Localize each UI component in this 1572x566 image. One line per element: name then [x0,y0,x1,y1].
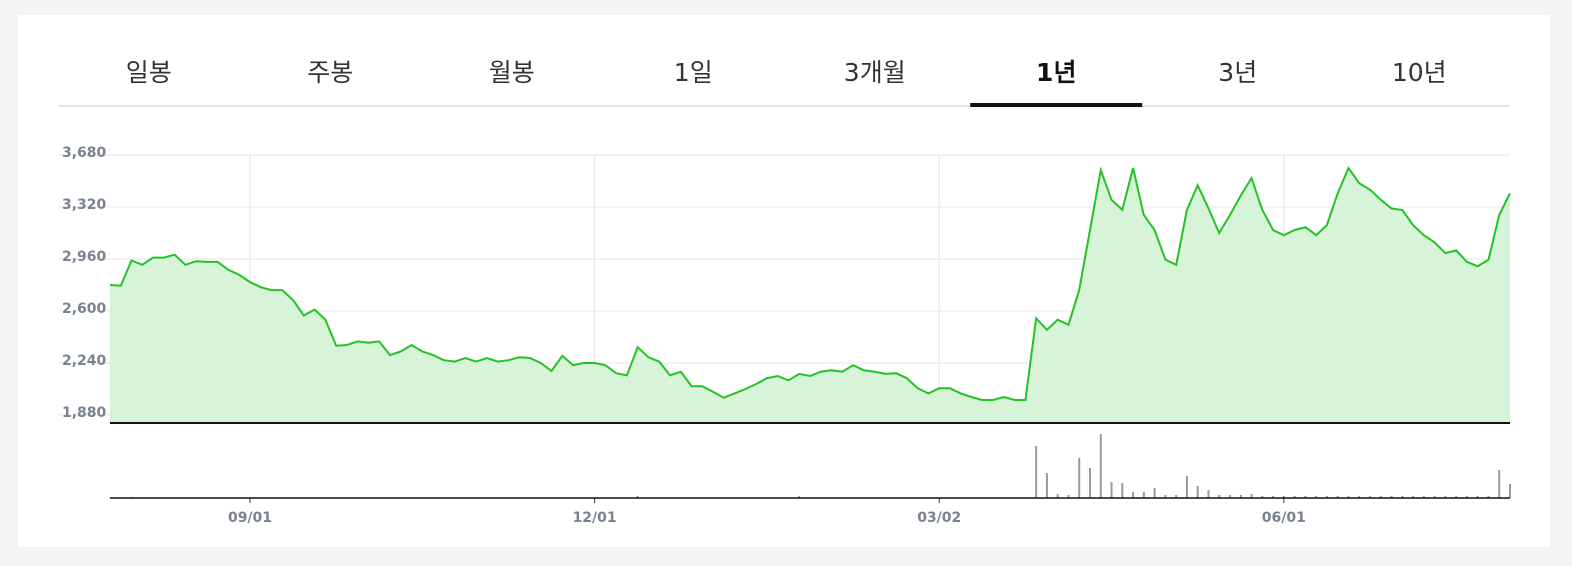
y-tick-label: 2,240 [62,353,107,369]
volume-bar [1153,488,1156,498]
active-tab-indicator [970,103,1143,107]
volume-bar [1056,494,1059,498]
volume-bar [1218,495,1221,498]
price-line [109,165,1511,401]
volume-bar [1455,496,1458,498]
volume-bar [636,496,639,498]
y-tick-label: 3,680 [62,145,107,161]
volume-bar [1164,495,1167,498]
x-tick-label: 09/01 [228,510,272,526]
volume-bar [1282,496,1285,498]
tab[interactable]: 일봉 [126,58,172,87]
volume-bar [1315,496,1318,498]
volume-bar [1347,496,1350,498]
volume-bar [1325,496,1328,498]
x-tick-label: 06/01 [1262,510,1306,526]
y-tick-label: 3,320 [62,197,107,213]
y-tick-label: 2,600 [62,301,107,317]
volume-bar [1293,496,1296,498]
tab[interactable]: 월봉 [489,58,535,87]
tab[interactable]: 1년 [1036,58,1076,87]
volume-bar [1110,482,1113,498]
volume-bar [1045,473,1048,498]
x-tick-label: 12/01 [573,510,617,526]
tab[interactable]: 1일 [674,58,713,87]
volume-bar [1401,496,1404,498]
volume-bar [1390,496,1393,498]
volume-bar [1132,492,1135,498]
volume-bar [1207,490,1210,498]
volume-bar [1444,496,1447,498]
volume-bar [1035,446,1038,498]
tab[interactable]: 주봉 [307,58,353,87]
chart: 1,880 2,240 2,600 2,960 3,320 3,680 09/01 12/01… [58,145,1511,526]
y-tick-label: 1,880 [62,405,107,421]
volume-bar [1078,458,1081,498]
volume-bar [1422,496,1425,498]
tab[interactable]: 3년 [1218,58,1257,87]
volume-bar [1336,496,1339,498]
volume-bar [1089,468,1091,498]
volume-bar [1272,496,1275,498]
volume-bar [1196,486,1199,498]
volume-bar [1433,496,1436,498]
volume-bar [1412,496,1415,498]
price-area [110,168,1510,423]
volume-bar [1498,470,1501,498]
volume-bar [1358,496,1361,498]
volume-bar [1476,496,1479,498]
volume-bar [1465,496,1468,498]
volume-bar [1229,495,1231,498]
tab[interactable]: 10년 [1392,58,1447,87]
volume-bar [1250,494,1253,498]
volume-bar [1369,496,1371,498]
volume-bar [1239,495,1242,498]
volume-bar [1487,496,1490,498]
volume-bar [1175,495,1178,498]
volume-bar [1099,434,1102,498]
volume-bar [1379,496,1382,498]
volume-bar [1121,483,1124,498]
volume-bar [1067,495,1070,498]
volume-bar [798,496,801,498]
volume-bar [1185,476,1188,498]
volume-bar [1304,496,1307,498]
volume-bar [1261,496,1264,498]
x-tick-label: 03/02 [917,510,961,526]
volume-bar [1509,484,1511,498]
tab[interactable]: 3개월 [844,58,906,87]
volume-bar [1142,492,1145,498]
tab-bar: 일봉 주봉 월봉 1일 3개월 1년 3년 10년 [126,58,1447,107]
y-tick-label: 2,960 [62,249,107,265]
